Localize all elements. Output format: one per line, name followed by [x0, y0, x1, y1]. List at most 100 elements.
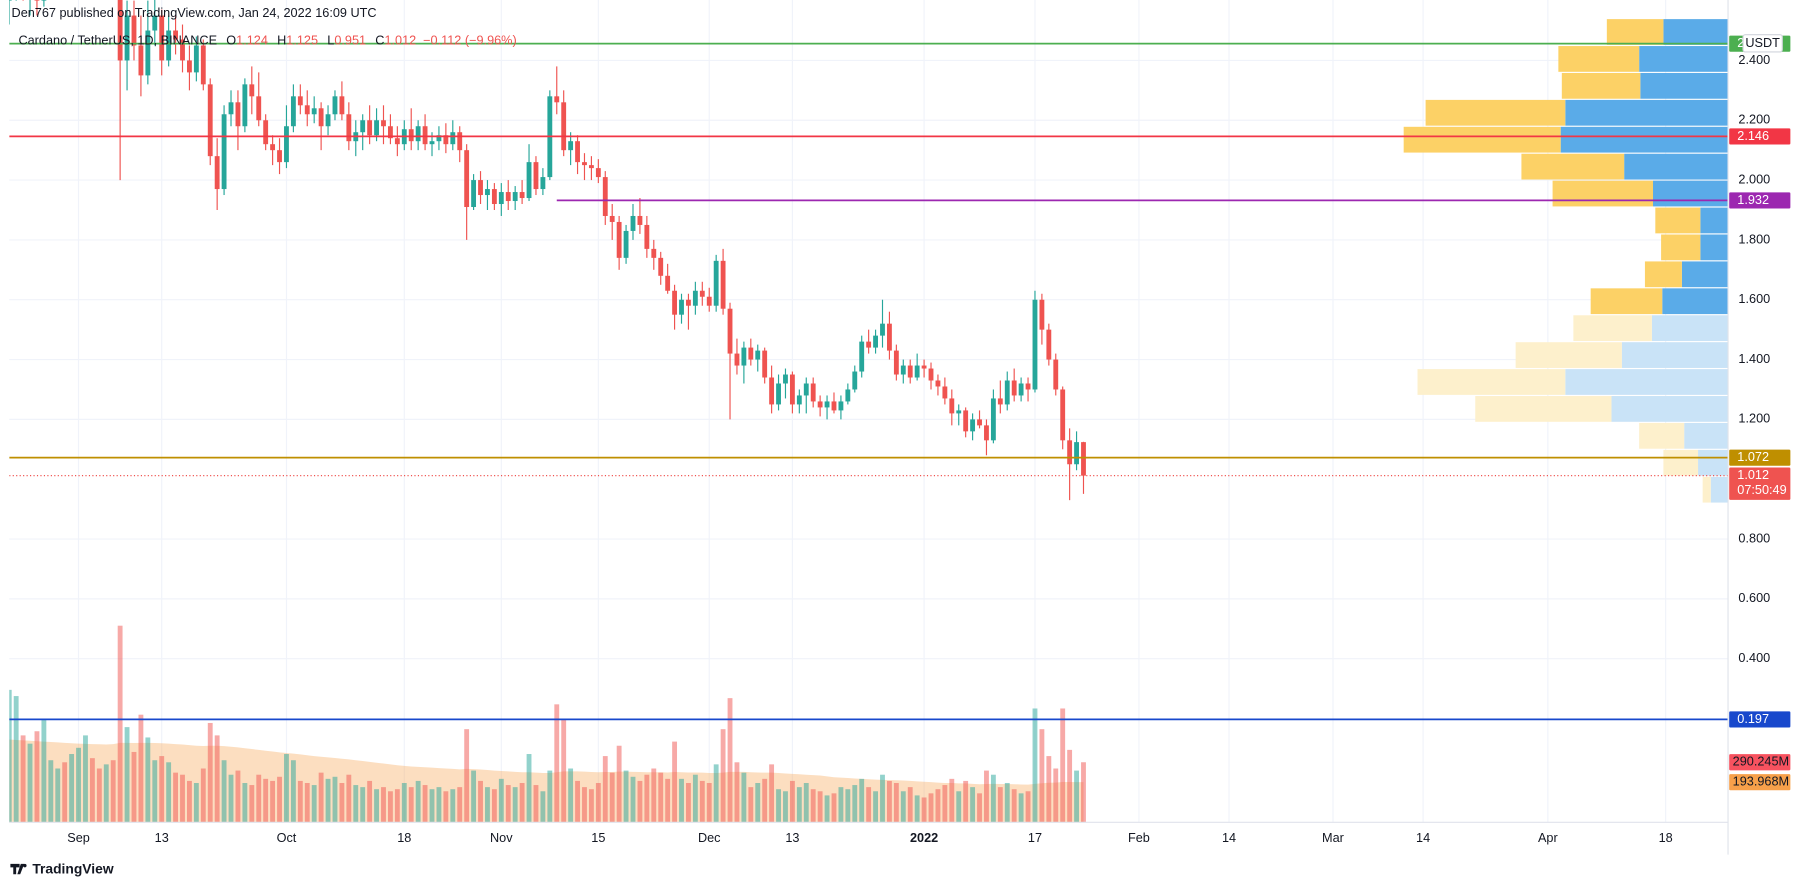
volume-label-box	[1729, 754, 1791, 771]
volume-bar	[457, 787, 463, 823]
profile-up-bar	[1552, 180, 1654, 207]
volume-bar	[20, 735, 26, 823]
x-tick-label: 17	[1028, 831, 1042, 845]
candle-body	[159, 15, 165, 61]
candle-body	[145, 30, 151, 76]
candle-body	[741, 347, 747, 366]
volume-bar	[796, 787, 802, 823]
legend-ohlc-letter: C	[375, 34, 384, 48]
volume-bar	[83, 735, 88, 823]
candle-body	[387, 126, 393, 139]
volume-bar	[616, 745, 622, 823]
profile-up-bar	[1655, 207, 1701, 234]
candle-body	[692, 290, 698, 306]
candle-body	[221, 114, 227, 190]
volume-bar	[866, 787, 872, 823]
volume-bar	[1018, 793, 1024, 823]
candle-body	[166, 30, 172, 61]
candle-body	[297, 96, 303, 106]
volume-bar	[200, 768, 206, 823]
volume-bar	[284, 754, 289, 823]
volume-bar	[720, 729, 726, 823]
level-label-box	[1729, 128, 1791, 145]
candle-body	[672, 290, 678, 315]
profile-down-bar	[1700, 234, 1729, 261]
volume-bar	[831, 793, 837, 823]
candle-body	[429, 141, 435, 145]
profile-up-bar	[1417, 369, 1566, 395]
countdown-label: 07:50:49	[1737, 483, 1786, 497]
volume-label: 193.968M	[1733, 775, 1789, 789]
candle-body	[942, 386, 948, 399]
candle-body	[277, 150, 282, 163]
candle-body	[9, 0, 12, 1]
volume-bar	[89, 758, 95, 823]
volume-bar	[658, 772, 664, 823]
profile-up-bar	[1475, 396, 1612, 422]
x-tick-label: Nov	[490, 831, 513, 845]
candle-body	[34, 0, 40, 1]
candle-body	[859, 341, 865, 372]
candle-body	[235, 102, 241, 127]
volume-bar	[692, 774, 698, 823]
x-tick-label: Feb	[1128, 831, 1150, 845]
candle-body	[699, 290, 705, 297]
candle-body	[810, 383, 816, 402]
candle-body	[1025, 383, 1031, 390]
profile-up-bar	[1661, 234, 1701, 261]
profile-down-bar	[1698, 449, 1729, 476]
legend-symbol: Cardano / TetherUS, 1D, BINANCE	[18, 34, 217, 48]
axes: 0.400 0.600 0.800 1.200 1.400 1.600 1.800 2.000…	[67, 34, 1791, 845]
volume-bar	[997, 787, 1003, 823]
candle-body	[665, 275, 671, 291]
current-price-label: 1.012	[1737, 468, 1769, 482]
candle-body	[443, 135, 449, 145]
candle-body	[249, 84, 255, 97]
candle-body	[304, 105, 310, 115]
x-tick-label: Sep	[67, 831, 90, 845]
volume-bar	[956, 791, 962, 823]
candle-body	[408, 129, 414, 142]
volume-bar	[928, 793, 934, 823]
volume-bar	[145, 737, 151, 823]
candle-body	[831, 401, 837, 411]
volume-bar	[706, 782, 712, 823]
volume-bar	[207, 722, 213, 823]
volume-bar	[34, 731, 40, 823]
candle-body	[575, 141, 580, 163]
volume-bar	[117, 625, 123, 823]
candle-body	[727, 308, 733, 354]
candle-body	[873, 335, 878, 348]
volume-bar	[699, 780, 705, 823]
candle-body	[852, 371, 858, 390]
volume-bar	[602, 756, 608, 823]
volume-bar	[9, 689, 12, 823]
volume-bar	[609, 772, 615, 823]
tradingview-logo	[10, 863, 27, 875]
candle-body	[963, 410, 969, 432]
candle-body	[637, 215, 643, 225]
profile-up-bar	[1573, 315, 1652, 342]
volume-bar	[838, 787, 844, 823]
footer-brand: TradingView	[32, 860, 114, 876]
volume-bar	[561, 718, 567, 823]
volume-bar	[256, 774, 262, 823]
volume-bar	[727, 698, 733, 823]
candle-body	[318, 108, 324, 127]
candle-body	[769, 377, 775, 405]
candle-body	[935, 380, 941, 387]
profile-up-bar	[1558, 46, 1640, 72]
volume-bar	[852, 785, 858, 823]
volume-bar	[575, 780, 580, 823]
profile-up-bar	[1403, 126, 1561, 153]
candle-body	[1011, 380, 1017, 396]
candle-body	[526, 162, 532, 199]
legend: Cardano / TetherUS, 1D, BINANCE O1.124 H1.…	[18, 34, 516, 48]
legend-ohlc-value: 1.012	[384, 34, 416, 48]
candle-body	[471, 180, 477, 208]
candle-body	[907, 365, 913, 378]
candle-body	[984, 425, 989, 441]
volume-bar	[318, 772, 324, 823]
volume-bar	[422, 785, 428, 823]
volume-bar	[533, 785, 539, 823]
